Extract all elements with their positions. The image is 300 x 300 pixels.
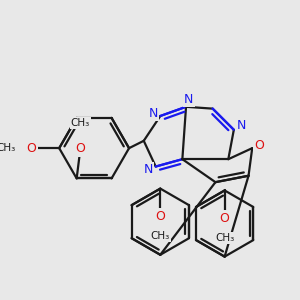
Text: O: O [220,212,230,224]
Text: N: N [236,119,246,132]
Text: CH₃: CH₃ [215,233,234,243]
Text: CH₃: CH₃ [71,118,90,128]
Text: O: O [155,210,165,223]
Text: N: N [184,93,194,106]
Text: O: O [75,142,85,155]
Text: N: N [144,163,153,176]
Text: N: N [148,107,158,120]
Text: CH₃: CH₃ [0,143,16,153]
Text: O: O [255,139,265,152]
Text: CH₃: CH₃ [151,231,170,242]
Text: O: O [27,142,37,155]
